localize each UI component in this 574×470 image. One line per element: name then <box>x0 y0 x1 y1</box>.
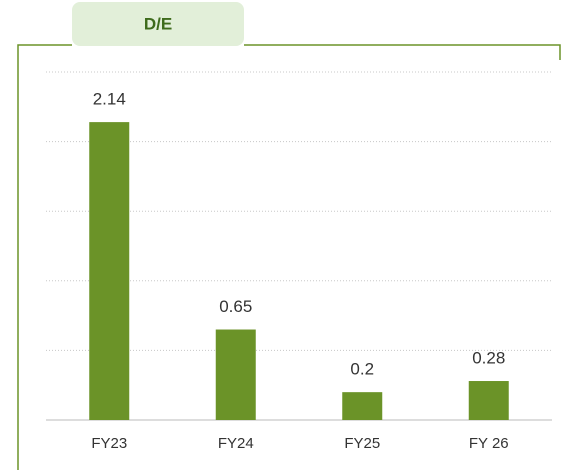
title-tab <box>72 2 244 46</box>
chart-title: D/E <box>144 14 172 33</box>
x-tick-label: FY23 <box>91 435 127 452</box>
bar <box>89 122 130 420</box>
x-tick-label: FY 26 <box>469 435 509 452</box>
value-label: 2.14 <box>93 90 126 109</box>
frame <box>17 44 561 470</box>
bar <box>215 329 256 420</box>
value-label: 0.28 <box>472 349 505 368</box>
x-tick-label: FY25 <box>344 435 380 452</box>
x-tick-label: FY24 <box>218 435 254 452</box>
bar <box>342 392 383 420</box>
bar <box>468 381 509 420</box>
value-label: 0.65 <box>219 297 252 316</box>
value-label: 0.2 <box>350 360 374 379</box>
